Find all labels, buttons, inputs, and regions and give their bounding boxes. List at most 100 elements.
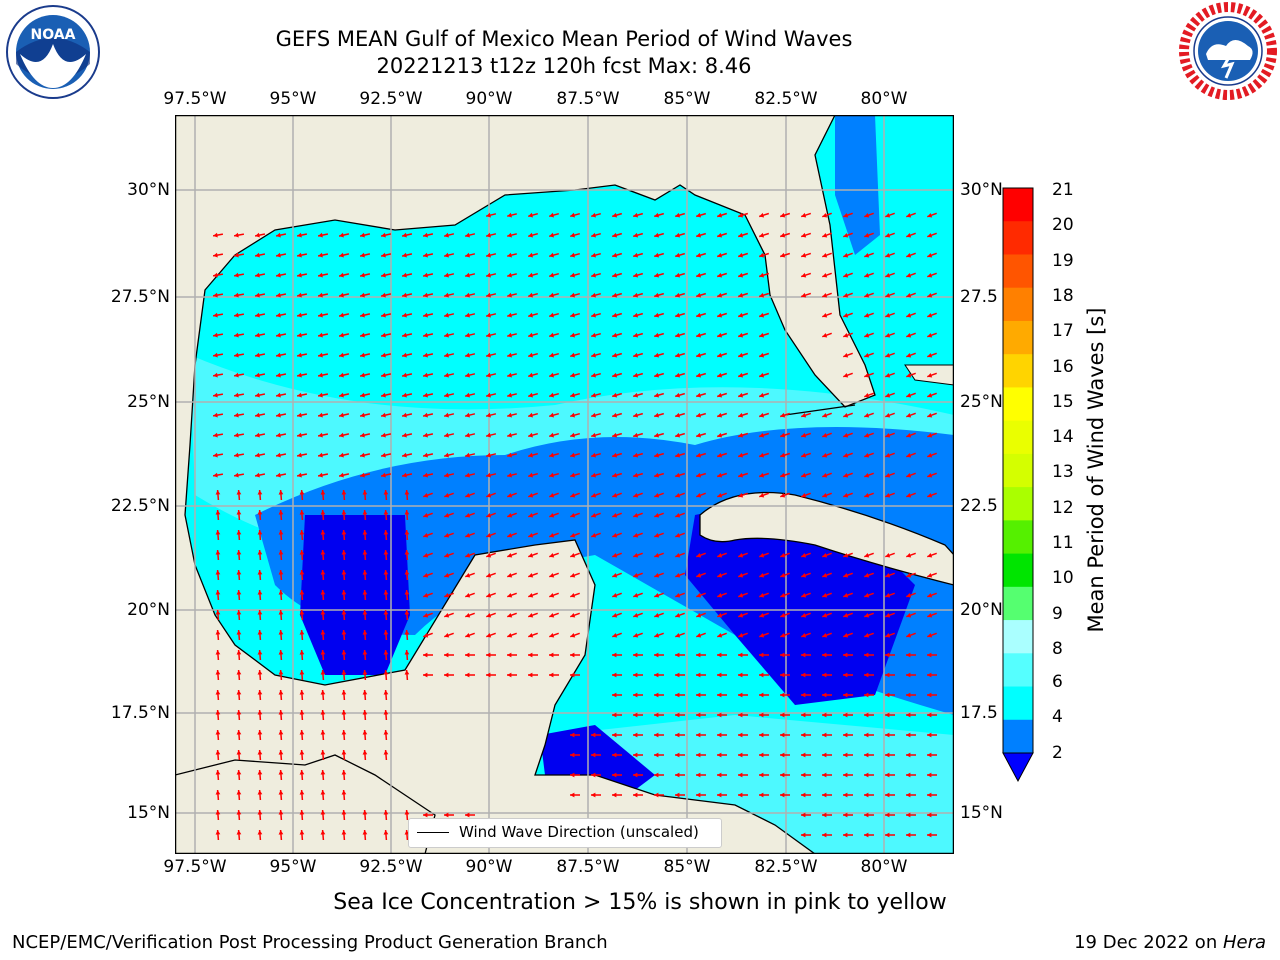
wind-arrow-head [906,772,911,778]
wind-arrow-head [591,212,596,218]
wind-arrow-head [549,513,555,518]
footer-machine: Hera [1222,932,1266,953]
wind-arrow-head [696,573,702,578]
wind-arrow-head [885,313,891,318]
wind-arrow-head [675,493,681,498]
wind-arrow-head [717,352,723,358]
lat-label: 25°N [960,392,1003,412]
wind-arrow-head [320,610,326,615]
wind-arrow-head [423,452,428,458]
wind-arrow-head [570,412,575,418]
wind-arrow-head [360,412,365,418]
wind-arrow-head [276,432,281,438]
colorbar-tick-label: 2 [1052,743,1063,763]
wind-arrow-head [297,232,302,238]
wind-arrow-head [255,292,260,298]
wind-arrow-head [297,412,302,418]
wind-arrow-head [612,772,617,778]
wind-arrow-head [402,372,407,378]
wind-arrow-head [801,732,806,738]
wind-arrow-head [906,573,912,578]
wind-arrow-head [864,573,870,578]
wind-arrow-head [801,752,806,758]
wind-arrow-head [234,312,239,318]
wind-arrow-head [864,633,870,638]
wind-arrow-head [864,712,869,718]
wind-arrow-head [383,530,389,535]
wind-arrow-head [654,772,659,778]
wind-arrow-head [843,772,848,778]
wind-arrow-head [297,252,302,258]
wind-arrow-head [696,692,701,698]
wind-arrow-head [675,452,681,458]
wind-arrow-head [570,732,575,738]
wind-arrow-head [234,272,239,278]
wind-arrow-head [843,233,849,238]
wind-arrow-head [612,712,617,718]
wind-arrow-head [236,590,242,595]
wind-arrow-head [906,712,911,718]
wind-arrow-head [780,633,786,638]
wind-arrow-head [444,452,449,458]
wind-arrow-head [570,272,575,278]
wind-arrow-head [654,392,660,398]
wind-arrow-head [341,630,347,635]
lat-label: 22.5 [960,496,998,516]
wind-arrow-head [215,830,221,835]
wind-arrow-head [927,393,933,398]
wind-arrow-head [780,252,786,258]
wind-arrow-head [383,750,389,755]
wind-arrow-head [236,830,242,835]
wind-arrow-head [318,452,323,458]
wind-arrow-head [927,333,933,338]
wind-arrow-head [864,672,869,678]
wind-arrow-head [738,613,744,618]
wind-arrow-head [738,312,744,318]
wind-arrow-head [299,830,305,835]
wind-arrow-head [717,232,723,238]
wind-arrow-head [383,490,389,495]
wind-arrow-head [654,652,659,658]
wind-arrow-head [507,432,512,438]
wind-arrow-head [696,472,702,478]
wind-arrow-head [885,373,891,378]
wind-arrow-head [278,830,284,835]
wind-arrow-head [507,332,512,338]
wind-arrow-head [654,292,660,298]
wind-arrow-head [465,232,470,238]
wind-arrow-head [297,472,302,478]
wind-arrow-head [362,810,368,815]
wind-arrow-head [339,332,344,338]
wind-arrow-head [570,372,575,378]
wind-arrow-head [255,352,260,358]
wind-arrow-head [381,312,386,318]
wind-arrow-head [801,252,807,258]
wind-arrow-head [654,312,660,318]
wind-arrow-head [215,570,221,575]
wind-arrow-head [320,650,326,655]
wind-arrow-head [885,613,891,618]
wind-arrow-head [906,353,912,358]
wind-arrow-head [402,292,407,298]
wind-arrow-head [341,750,347,755]
wind-arrow-head [320,790,326,795]
colorbar-tick-label: 15 [1052,391,1074,412]
wind-arrow-head [675,392,681,398]
wind-arrow-head [864,213,870,218]
wind-arrow-head [278,770,284,775]
wind-arrow-head [213,232,218,238]
wind-arrow-head [633,613,639,618]
colorbar-tick-label: 14 [1052,427,1074,448]
chart-subtitle: 20221213 t12z 120h fcst Max: 8.46 [376,54,752,78]
wind-arrow-head [633,412,639,418]
wind-arrow-head [780,593,786,598]
wind-arrow-head [423,652,428,658]
wind-arrow-head [780,712,785,718]
wind-arrow-head [801,613,807,618]
wind-arrow-head [906,373,912,378]
wind-arrow-head [215,670,221,675]
wind-arrow-head [299,790,305,795]
wind-arrow-head [549,412,554,418]
wind-arrow-head [654,593,660,598]
wind-arrow-head [759,272,765,278]
